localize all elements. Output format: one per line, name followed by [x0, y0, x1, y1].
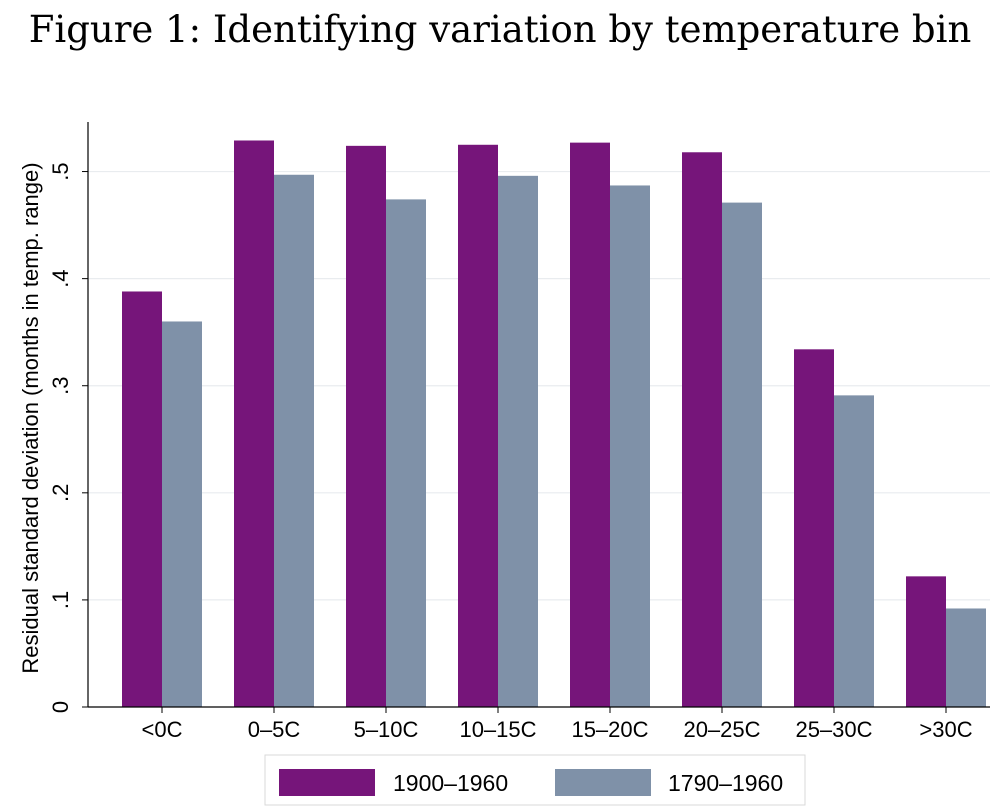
bars — [122, 140, 986, 708]
x-tick-label: 15–20C — [571, 717, 648, 742]
bar-series-1 — [234, 140, 274, 708]
legend-swatch — [279, 769, 375, 796]
y-tick-label: .5 — [48, 162, 73, 180]
y-tick-label: .1 — [48, 591, 73, 609]
bar-series-1 — [682, 152, 722, 707]
bar-series-2 — [386, 199, 426, 707]
legend: 1900–1960 1790–1960 — [264, 754, 806, 806]
x-tick-label: >30C — [919, 717, 972, 742]
y-tick-label: .4 — [48, 269, 73, 287]
legend-swatch — [555, 769, 651, 796]
bar-series-1 — [794, 349, 834, 707]
y-axis-title: Residual standard deviation (months in t… — [18, 162, 43, 673]
bar-series-1 — [346, 145, 386, 708]
bar-series-2 — [610, 185, 650, 707]
y-tick-label: .3 — [48, 377, 73, 395]
x-tick-label: 20–25C — [683, 717, 760, 742]
x-tick-label: 25–30C — [795, 717, 872, 742]
bar-series-2 — [722, 202, 762, 708]
figure-title: Figure 1: Identifying variation by tempe… — [28, 8, 972, 51]
y-tick-label: 0 — [48, 701, 73, 713]
y-ticks: 0 .1 .2 .3 .4 .5 — [48, 162, 88, 713]
bar-series-2 — [274, 174, 314, 707]
bar-series-1 — [122, 291, 162, 707]
x-tick-label: 10–15C — [459, 717, 536, 742]
x-tick-label: 0–5C — [248, 717, 301, 742]
legend-label: 1790–1960 — [668, 770, 783, 796]
bar-series-2 — [946, 608, 986, 707]
axes — [87, 122, 990, 708]
bar-series-2 — [834, 395, 874, 707]
bar-series-1 — [570, 142, 610, 707]
bar-series-1 — [458, 144, 498, 708]
y-tick-label: .2 — [48, 484, 73, 502]
bar-series-2 — [162, 321, 202, 707]
bar-series-2 — [498, 175, 538, 707]
x-tick-label: 5–10C — [354, 717, 419, 742]
legend-label: 1900–1960 — [393, 770, 508, 796]
x-ticks: <0C 0–5C 5–10C 10–15C 15–20C 20–25C 25–30C >30C — [142, 707, 973, 742]
x-tick-label: <0C — [142, 717, 183, 742]
bar-series-1 — [906, 576, 946, 707]
